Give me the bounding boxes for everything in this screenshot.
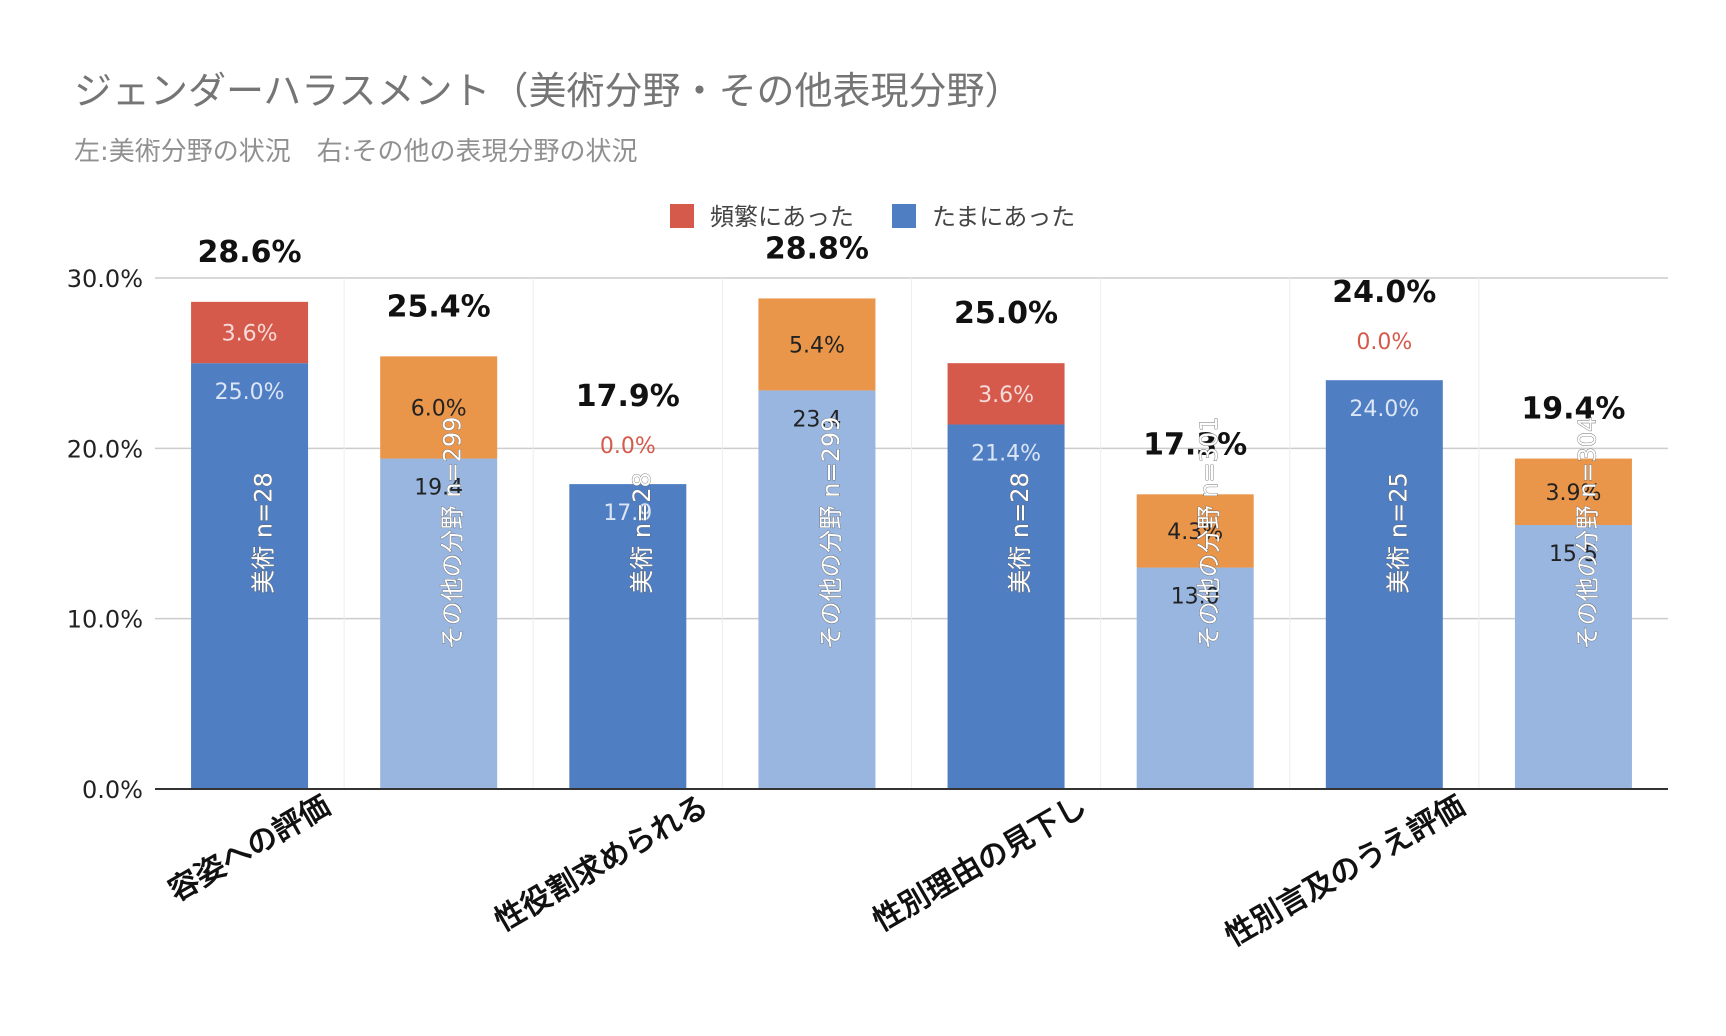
bar-n-label: 美術 n=25 xyxy=(1384,472,1412,594)
legend: 頻繁にあった たまにあった xyxy=(670,203,1075,231)
bar-n-label: 美術 n=28 xyxy=(628,472,656,594)
x-category-label: 性別言及のうえ評価 xyxy=(1220,789,1471,954)
data-label-frequent: 4.3% xyxy=(1167,520,1223,545)
x-axis-labels: 容姿への評価 性役割求められる 性別理由の見下し 性別言及のうえ評価 xyxy=(163,789,1471,954)
bar-group-3: 17.9 0.0% 17.9% 美術 n=28 xyxy=(569,379,687,789)
bar-segment-occasional xyxy=(569,484,687,789)
bar-group-5: 21.4% 3.6% 25.0% 美術 n=28 xyxy=(947,296,1065,789)
data-label-frequent: 3.6% xyxy=(978,383,1034,408)
bar-segment-occasional xyxy=(947,424,1065,789)
bar-segment-frequent xyxy=(191,301,309,364)
data-label-occasional: 23.4 xyxy=(792,407,841,432)
bar-group-7: 24.0% 0.0% 24.0% 美術 n=25 xyxy=(1325,275,1443,789)
bar-segment-frequent xyxy=(1514,458,1632,525)
bar-n-label: 美術 n=28 xyxy=(250,472,278,594)
x-category-label: 性役割求められる xyxy=(489,789,714,939)
y-tick-label: 20.0% xyxy=(67,435,143,463)
legend-swatch-occasional xyxy=(892,204,916,228)
bar-segment-occasional xyxy=(1325,380,1443,789)
y-tick-label: 0.0% xyxy=(82,776,143,804)
data-label-total: 25.4% xyxy=(387,289,491,324)
data-label-total: 17.3% xyxy=(1143,427,1247,462)
bars: 25.0% 3.6% 28.6% 美術 n=28 19.4 6.0% 25.4% その他の分野… xyxy=(191,231,1632,789)
data-label-total: 28.8% xyxy=(765,231,869,266)
data-label-total: 24.0% xyxy=(1332,275,1436,310)
bar-group-1: 25.0% 3.6% 28.6% 美術 n=28 xyxy=(191,235,309,789)
x-category-label: 性別理由の見下し xyxy=(867,789,1092,939)
data-label-occasional: 21.4% xyxy=(971,441,1041,466)
y-tick-label: 30.0% xyxy=(67,265,143,293)
data-label-total: 19.4% xyxy=(1521,392,1625,427)
data-label-occasional: 19.4 xyxy=(414,476,463,501)
bar-n-label: その他の分野 n=301 xyxy=(1195,417,1223,650)
data-label-occasional: 17.9 xyxy=(603,501,652,526)
data-label-frequent: 3.6% xyxy=(222,322,278,347)
y-tick-label: 10.0% xyxy=(67,606,143,634)
bar-group-6: 13.0 4.3% 17.3%その他の分野 n=301 xyxy=(1136,416,1254,789)
bar-n-label: その他の分野 n=304 xyxy=(1573,417,1601,650)
bar-segment-frequent xyxy=(758,298,876,391)
data-label-occasional: 25.0% xyxy=(215,380,285,405)
bar-segment-occasional xyxy=(191,363,309,789)
data-label-frequent: 0.0% xyxy=(600,434,656,459)
data-label-occasional: 24.0% xyxy=(1349,397,1419,422)
bar-segment-occasional xyxy=(1136,567,1254,789)
bar-n-label: その他の分野 n=299 xyxy=(817,417,845,650)
bar-segment-occasional xyxy=(380,458,498,789)
data-label-occasional: 15.5 xyxy=(1549,542,1598,567)
bar-segment-occasional xyxy=(758,390,876,789)
legend-swatch-frequent xyxy=(670,204,694,228)
bar-group-8: 15.5 3.9% 19.4%その他の分野 n=304 xyxy=(1514,392,1632,789)
bar-segment-frequent xyxy=(1136,494,1254,568)
data-label-frequent: 3.9% xyxy=(1545,481,1601,506)
bar-segment-frequent xyxy=(380,356,498,459)
x-category-label: 容姿への評価 xyxy=(163,789,336,909)
chart-title: ジェンダーハラスメント（美術分野・その他表現分野） xyxy=(74,69,1022,113)
data-label-occasional: 13.0 xyxy=(1171,585,1220,610)
data-label-total: 28.6% xyxy=(198,235,302,270)
legend-label-frequent: 頻繁にあった xyxy=(710,203,854,231)
legend-label-occasional: たまにあった xyxy=(932,203,1075,231)
bar-group-4: 23.4 5.4% 28.8% その他の分野 n=299 xyxy=(758,231,876,789)
bar-segment-frequent xyxy=(947,363,1065,425)
data-label-frequent: 5.4% xyxy=(789,333,845,358)
bar-n-label: その他の分野 n=299 xyxy=(439,417,467,650)
data-label-total: 17.9% xyxy=(576,379,680,414)
data-label-total: 25.0% xyxy=(954,296,1058,331)
bar-group-2: 19.4 6.0% 25.4% その他の分野 n=299 xyxy=(380,289,498,789)
bar-n-label: 美術 n=28 xyxy=(1006,472,1034,594)
y-axis-ticks: 0.0% 10.0% 20.0% 30.0% xyxy=(67,265,143,804)
chart-subtitle: 左:美術分野の状況 右:その他の表現分野の状況 xyxy=(74,137,638,167)
data-label-frequent: 6.0% xyxy=(411,396,467,421)
bar-segment-occasional xyxy=(1514,524,1632,789)
data-label-frequent: 0.0% xyxy=(1356,330,1412,355)
